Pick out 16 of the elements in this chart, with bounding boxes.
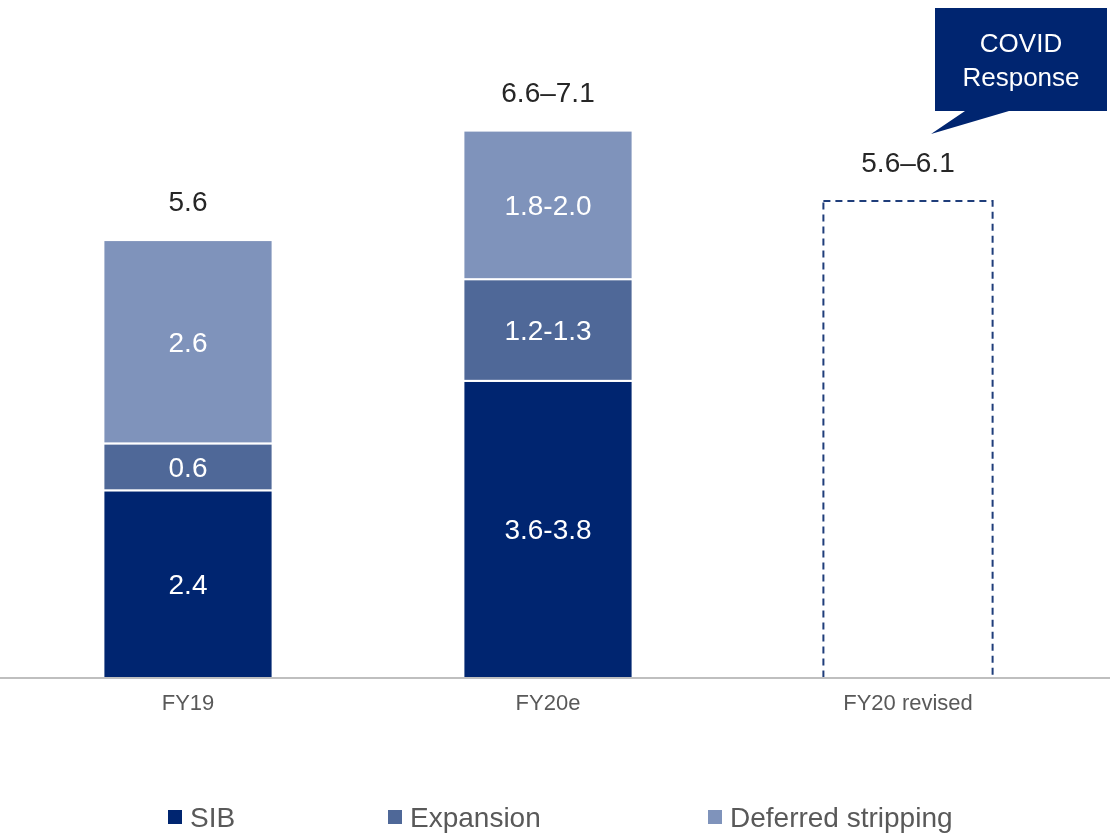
total-label: 6.6–7.1	[501, 76, 595, 108]
x-tick-label: FY20 revised	[843, 690, 973, 715]
data-label: 1.2-1.3	[504, 315, 592, 347]
total-label: 5.6–6.1	[861, 146, 955, 178]
total-label: 5.6	[168, 186, 208, 218]
legend-label: Deferred stripping	[730, 802, 953, 833]
data-label: 3.6-3.8	[504, 514, 592, 546]
data-label: 1.8-2.0	[504, 189, 592, 221]
data-label: 2.4	[168, 569, 208, 601]
x-tick-label: FY19	[161, 690, 215, 715]
x-tick-label: FY20e	[515, 690, 581, 715]
text: COVID Response	[962, 28, 1080, 92]
data-label: 0.6	[168, 451, 208, 483]
legend-label: SIB	[190, 802, 236, 833]
data-label: 2.6	[168, 326, 208, 358]
legend-label: Expansion	[410, 802, 541, 833]
